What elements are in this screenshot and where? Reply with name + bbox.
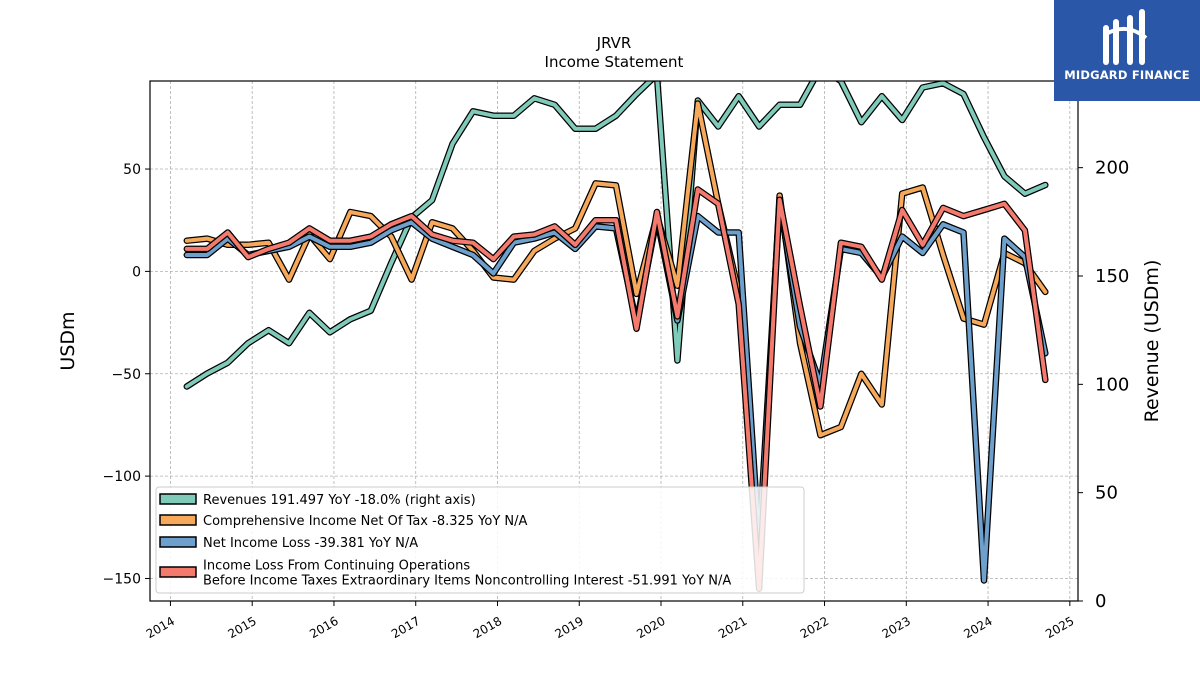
legend-label: Comprehensive Income Net Of Tax -8.325 Y… [203, 514, 528, 529]
series-line-0 [183, 81, 1049, 390]
y-tick-label-right: 150 [1095, 266, 1129, 287]
brand-logo: MIDGARD FINANCE [1054, 0, 1200, 101]
legend-swatch [159, 566, 197, 578]
x-tick-label: 2022 [798, 614, 831, 641]
y-axis-label-right: Revenue (USDm) [1141, 260, 1163, 423]
legend: Revenues 191.497 YoY -18.0% (right axis)… [155, 486, 805, 594]
y-tick-label-left: −150 [103, 571, 141, 587]
legend-label: Revenues 191.497 YoY -18.0% (right axis) [203, 493, 476, 508]
series-layer [183, 81, 1049, 592]
y-tick-label-left: 0 [132, 264, 141, 280]
y-tick-label-left: 50 [123, 162, 141, 178]
chart-title: JRVR [596, 34, 632, 52]
legend-swatch [159, 493, 197, 505]
x-tick-label: 2021 [716, 614, 749, 641]
x-tick-label: 2017 [389, 614, 422, 641]
y-axis-label-left: USDm [57, 311, 79, 370]
y-tick-label-right: 50 [1095, 483, 1118, 504]
y-tick-label-left: −50 [111, 367, 141, 383]
legend-swatch [159, 514, 197, 526]
legend-label: Income Loss From Continuing Operations Be… [203, 559, 731, 589]
x-tick-label: 2018 [471, 614, 504, 641]
x-tick-label: 2019 [553, 614, 586, 641]
chart-subtitle: Income Statement [545, 53, 684, 71]
series-line-1 [183, 100, 1049, 576]
y-tick-label-right: 0 [1095, 591, 1106, 612]
x-tick-label: 2016 [307, 614, 340, 641]
y-tick-label-left: −100 [103, 469, 141, 485]
legend-label: Net Income Loss -39.381 YoY N/A [203, 536, 418, 551]
plot-frame [149, 80, 1079, 602]
y-tick-label-right: 100 [1095, 374, 1129, 395]
x-tick-label: 2020 [634, 614, 667, 641]
x-tick-label: 2025 [1043, 614, 1076, 641]
x-tick-label: 2024 [961, 614, 994, 641]
x-tick-label: 2014 [144, 614, 177, 641]
y-tick-label-right: 200 [1095, 158, 1129, 179]
x-tick-label: 2015 [225, 614, 258, 641]
series-line-3 [183, 186, 1049, 592]
brand-name: MIDGARD FINANCE [1064, 68, 1190, 82]
x-tick-label: 2023 [880, 614, 913, 641]
legend-swatch [159, 536, 197, 548]
legend-box [155, 486, 805, 594]
midgard-logo-icon [1103, 9, 1148, 65]
